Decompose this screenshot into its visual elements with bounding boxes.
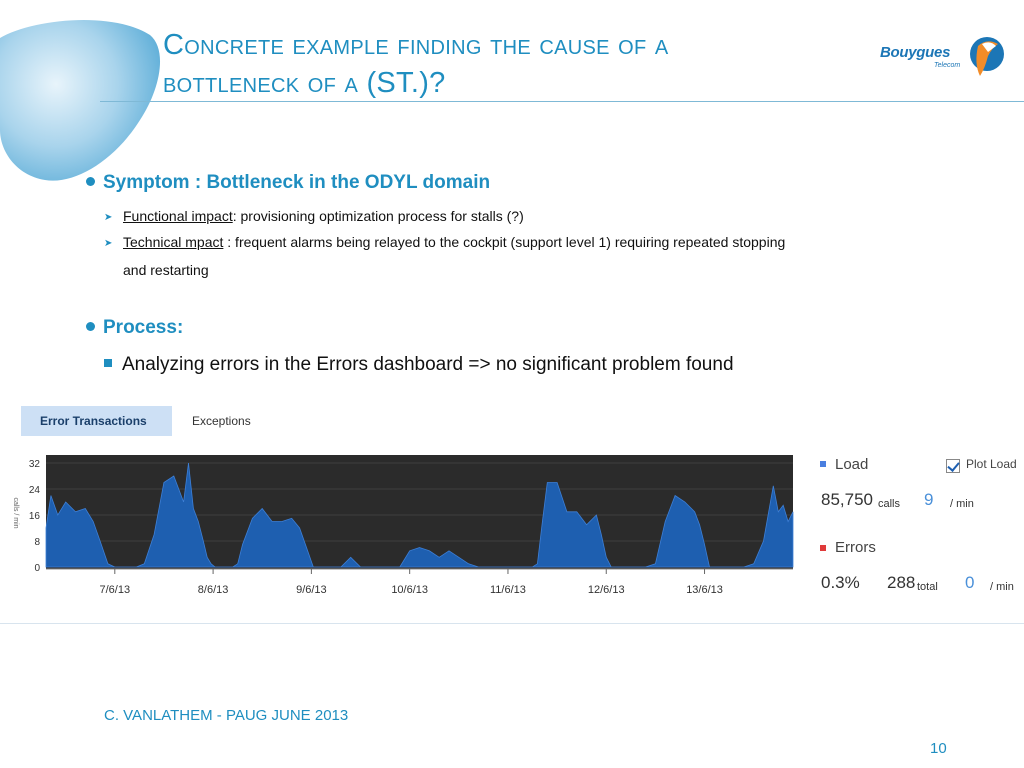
technical-impact-text: : frequent alarms being relayed to the c… (223, 234, 786, 250)
y-tick-label: 32 (29, 459, 41, 470)
functional-impact-item: ➤ Functional impact: provisioning optimiz… (104, 203, 944, 231)
title-line-2-prefix: bottleneck of a (163, 67, 367, 99)
load-chart: 0 8 16 24 32 calls / min 7/6/13 8/6/13 9/6/13 10/… (8, 455, 798, 605)
title-line-1: Concrete example finding the cause of a (163, 29, 669, 61)
y-axis-label: calls / min (12, 497, 19, 528)
logo-sub: Telecom (934, 62, 961, 69)
errors-percent: 0.3% (821, 573, 860, 592)
errors-total-unit: total (917, 581, 938, 593)
title-line-2: bottleneck of a (ST.)? (163, 64, 883, 102)
process-item: Analyzing errors in the Errors dashboard… (104, 354, 734, 376)
x-tick-label: 7/6/13 (100, 584, 131, 596)
errors-legend-marker (820, 545, 826, 551)
plot-load-checkbox[interactable] (946, 459, 960, 473)
logo-brand: Bouygues (880, 44, 951, 61)
footer-divider (0, 623, 1024, 624)
arrow-bullet-icon: ➤ (104, 238, 113, 249)
x-tick-label: 8/6/13 (198, 584, 229, 596)
load-per-min-unit: / min (950, 498, 974, 510)
plot-load-label: Plot Load (966, 457, 1017, 471)
x-tick-label: 12/6/13 (588, 584, 625, 596)
errors-per-min: 0 (965, 573, 975, 592)
footer-author: C. VANLATHEM - PAUG JUNE 2013 (104, 707, 349, 724)
x-tick-label: 9/6/13 (296, 584, 327, 596)
errors-label: Errors (835, 539, 876, 556)
functional-impact-label: Functional impact (123, 208, 233, 224)
logo-mark-icon (970, 37, 1004, 76)
bullet-dot (86, 177, 95, 186)
technical-impact-label: Technical mpact (123, 234, 224, 250)
functional-impact-text: : provisioning optimization process for … (232, 208, 524, 224)
x-tick-label: 10/6/13 (391, 584, 428, 596)
y-tick-label: 8 (34, 537, 40, 548)
load-per-min: 9 (924, 490, 934, 509)
bouygues-logo: Bouygues Telecom (880, 34, 1005, 82)
load-series-area (45, 462, 794, 568)
errors-total: 288 (887, 573, 916, 592)
slide-title: Concrete example finding the cause of a … (163, 26, 883, 102)
arrow-bullet-icon: ➤ (104, 212, 113, 223)
square-bullet-icon (104, 359, 112, 367)
dashboard-tabs: Error Transactions Exceptions (21, 406, 301, 436)
y-tick-label: 24 (29, 485, 41, 496)
tab-error-transactions[interactable]: Error Transactions (21, 406, 172, 436)
tab-exceptions[interactable]: Exceptions (192, 414, 251, 428)
x-tick-label: 11/6/13 (490, 584, 526, 596)
process-heading-text: Process: (103, 317, 184, 338)
y-tick-label: 0 (34, 563, 40, 574)
bullet-dot (86, 322, 95, 331)
process-item-text: Analyzing errors in the Errors dashboard… (122, 354, 734, 375)
symptom-heading: Symptom : Bottleneck in the ODYL domain (86, 172, 490, 194)
y-tick-label: 16 (29, 511, 41, 522)
decorative-blob (0, 20, 161, 181)
stats-panel: Load Plot Load 85,750 calls 9 / min Erro… (812, 452, 1024, 602)
load-calls-total: 85,750 (821, 490, 873, 509)
x-tick-label: 13/6/13 (686, 584, 723, 596)
technical-impact-continuation: and restarting (123, 262, 209, 278)
title-divider (100, 101, 1024, 102)
title-line-2-suffix: (ST.)? (366, 67, 446, 99)
errors-per-min-unit: / min (990, 581, 1014, 593)
load-legend-marker (820, 461, 826, 467)
load-chart-svg: 0 8 16 24 32 calls / min 7/6/13 8/6/13 9/6/13 10/… (12, 455, 794, 596)
technical-impact-item: ➤ Technical mpact : frequent alarms being… (104, 229, 944, 283)
load-label: Load (835, 456, 869, 473)
symptom-heading-text: Symptom : Bottleneck in the ODYL domain (103, 172, 491, 193)
page-number: 10 (930, 740, 947, 757)
process-heading: Process: (86, 317, 183, 339)
load-calls-unit: calls (878, 498, 901, 510)
